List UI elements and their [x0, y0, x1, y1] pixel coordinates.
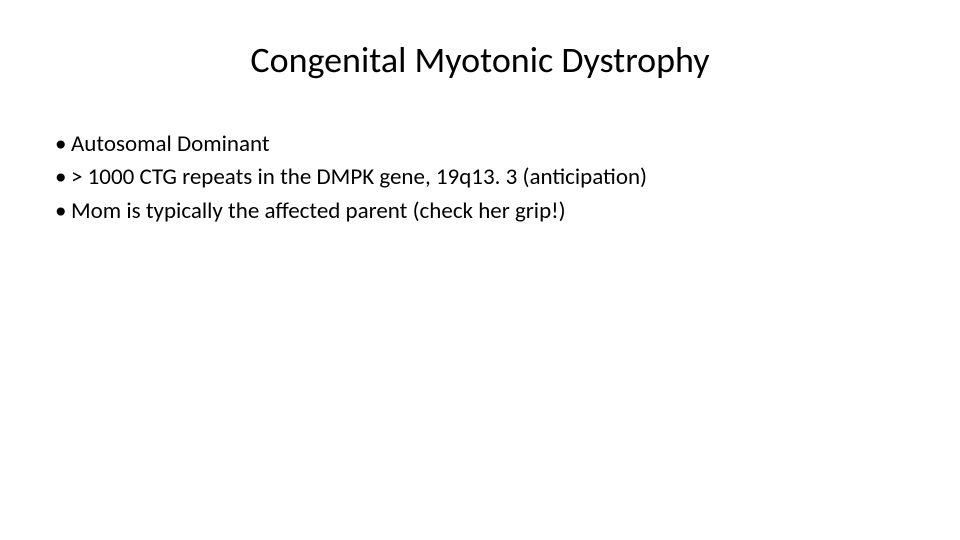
bullet-item: • > 1000 CTG repeats in the DMPK gene, 1…	[55, 163, 905, 192]
slide-body: • Autosomal Dominant • > 1000 CTG repeat…	[55, 130, 905, 230]
bullet-marker-icon: •	[55, 163, 71, 192]
slide-title: Congenital Myotonic Dystrophy	[0, 38, 960, 82]
slide: Congenital Myotonic Dystrophy • Autosoma…	[0, 0, 960, 540]
bullet-text: > 1000 CTG repeats in the DMPK gene, 19q…	[71, 163, 905, 192]
bullet-marker-icon: •	[55, 130, 71, 159]
bullet-item: • Mom is typically the affected parent (…	[55, 197, 905, 226]
bullet-text: Mom is typically the affected parent (ch…	[71, 197, 905, 226]
bullet-marker-icon: •	[55, 197, 71, 226]
bullet-item: • Autosomal Dominant	[55, 130, 905, 159]
bullet-text: Autosomal Dominant	[71, 130, 905, 159]
